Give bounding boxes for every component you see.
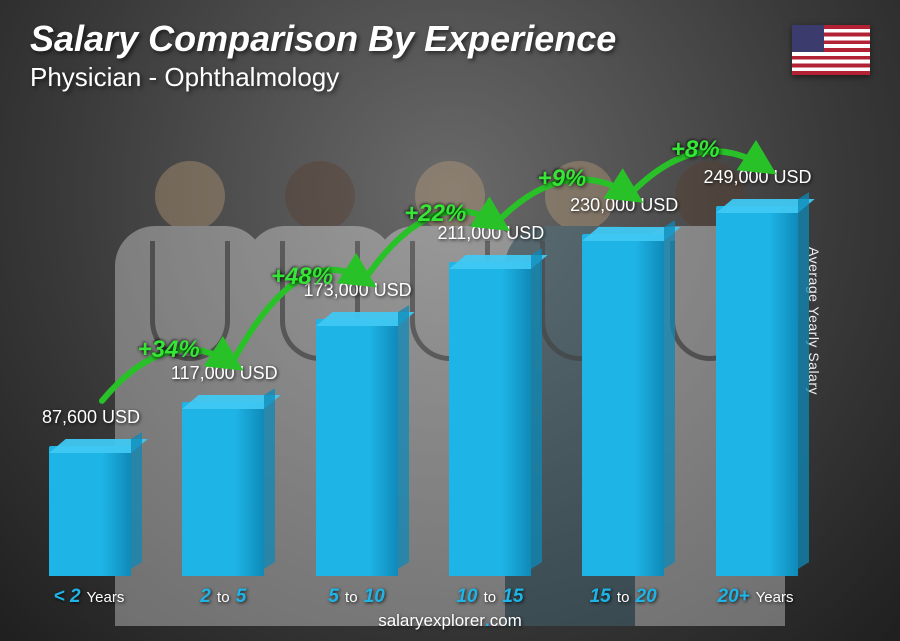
bar-value-label: 249,000 USD <box>688 167 828 188</box>
bar-value-label: 117,000 USD <box>154 363 294 384</box>
bar-value-label: 87,600 USD <box>21 407 161 428</box>
footer-attribution: salaryexplorer.com <box>0 611 900 631</box>
footer-text-b: com <box>490 611 522 630</box>
page-title: Salary Comparison By Experience <box>30 18 616 60</box>
bar-category-label: 15 to 20 <box>558 586 688 608</box>
bar-value-label: 230,000 USD <box>554 195 694 216</box>
bar-group: 87,600 USD< 2 Years <box>35 446 145 576</box>
bar-group: 117,000 USD2 to 5 <box>168 402 278 576</box>
increase-percent-label: +34% <box>138 336 200 364</box>
bar <box>449 262 531 576</box>
header: Salary Comparison By Experience Physicia… <box>30 18 616 93</box>
bar <box>182 402 264 576</box>
bar-category-label: 20+ Years <box>692 586 822 608</box>
bar <box>316 319 398 576</box>
bar <box>716 206 798 576</box>
footer-text-a: salaryexplorer <box>378 611 485 630</box>
bar-group: 249,000 USD20+ Years <box>702 206 812 576</box>
bar <box>49 446 131 576</box>
bar-category-label: 2 to 5 <box>158 586 288 608</box>
bar-group: 173,000 USD5 to 10 <box>302 319 412 576</box>
bar-group: 211,000 USD10 to 15 <box>435 262 545 576</box>
salary-bar-chart: 87,600 USD< 2 Years117,000 USD2 to 5173,… <box>35 96 835 576</box>
bar-group: 230,000 USD15 to 20 <box>568 234 678 576</box>
increase-percent-label: +9% <box>538 165 587 193</box>
bar <box>582 234 664 576</box>
increase-percent-label: +22% <box>404 200 466 228</box>
bar-category-label: 5 to 10 <box>292 586 422 608</box>
bar-category-label: 10 to 15 <box>425 586 555 608</box>
increase-percent-label: +8% <box>671 136 720 164</box>
increase-percent-label: +48% <box>271 263 333 291</box>
bar-category-label: < 2 Years <box>25 586 155 608</box>
flag-icon <box>792 25 870 75</box>
page-subtitle: Physician - Ophthalmology <box>30 62 616 93</box>
